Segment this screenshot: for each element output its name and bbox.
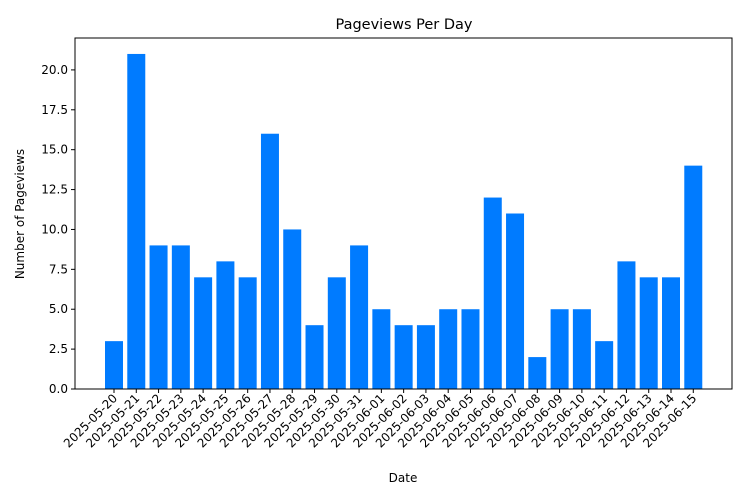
bar-2025-06-05	[461, 309, 480, 389]
x-axis-label: Date	[389, 471, 418, 485]
bars-group	[105, 53, 703, 389]
bar-2025-06-08	[528, 357, 547, 389]
bar-2025-05-27	[260, 133, 279, 389]
bar-2025-06-13	[639, 277, 658, 389]
bar-2025-06-10	[572, 309, 591, 389]
bar-2025-05-28	[283, 229, 302, 389]
bar-2025-06-11	[595, 341, 614, 389]
bar-2025-05-24	[194, 277, 213, 389]
bar-2025-06-06	[483, 197, 502, 389]
bar-2025-06-15	[684, 165, 703, 389]
y-tick-label: 20.0	[41, 63, 68, 77]
y-axis-label: Number of Pageviews	[13, 149, 27, 279]
bar-2025-05-23	[171, 245, 190, 389]
x-axis: 2025-05-202025-05-212025-05-222025-05-23…	[61, 389, 699, 450]
bar-2025-06-04	[439, 309, 458, 389]
bar-2025-06-14	[662, 277, 680, 389]
bar-2025-05-29	[305, 325, 324, 389]
y-tick-label: 17.5	[41, 103, 68, 117]
bar-2025-05-20	[105, 341, 123, 389]
y-tick-label: 5.0	[49, 302, 68, 316]
chart-title: Pageviews Per Day	[335, 17, 472, 33]
bar-2025-05-30	[327, 277, 346, 389]
bar-2025-05-22	[149, 245, 168, 389]
bar-2025-06-02	[394, 325, 413, 389]
bar-2025-05-31	[350, 245, 369, 389]
plot-frame	[74, 37, 733, 390]
bar-2025-06-01	[372, 309, 391, 389]
y-tick-label: 15.0	[41, 143, 68, 157]
bar-2025-06-07	[506, 213, 525, 389]
bar-2025-06-12	[617, 261, 636, 389]
y-axis: 0.0 2.5 5.0 7.5 10.0 12.5 15.0 17.5 20.0	[41, 63, 75, 396]
bar-2025-06-03	[416, 325, 435, 389]
bar-2025-05-21	[127, 53, 146, 389]
bar-2025-06-09	[550, 309, 569, 389]
y-tick-label: 0.0	[49, 382, 68, 396]
bar-2025-05-25	[216, 261, 235, 389]
y-tick-label: 2.5	[49, 342, 68, 356]
y-tick-label: 7.5	[49, 262, 68, 276]
y-tick-label: 10.0	[41, 222, 68, 236]
bar-2025-05-26	[238, 277, 257, 389]
y-tick-label: 12.5	[41, 183, 68, 197]
